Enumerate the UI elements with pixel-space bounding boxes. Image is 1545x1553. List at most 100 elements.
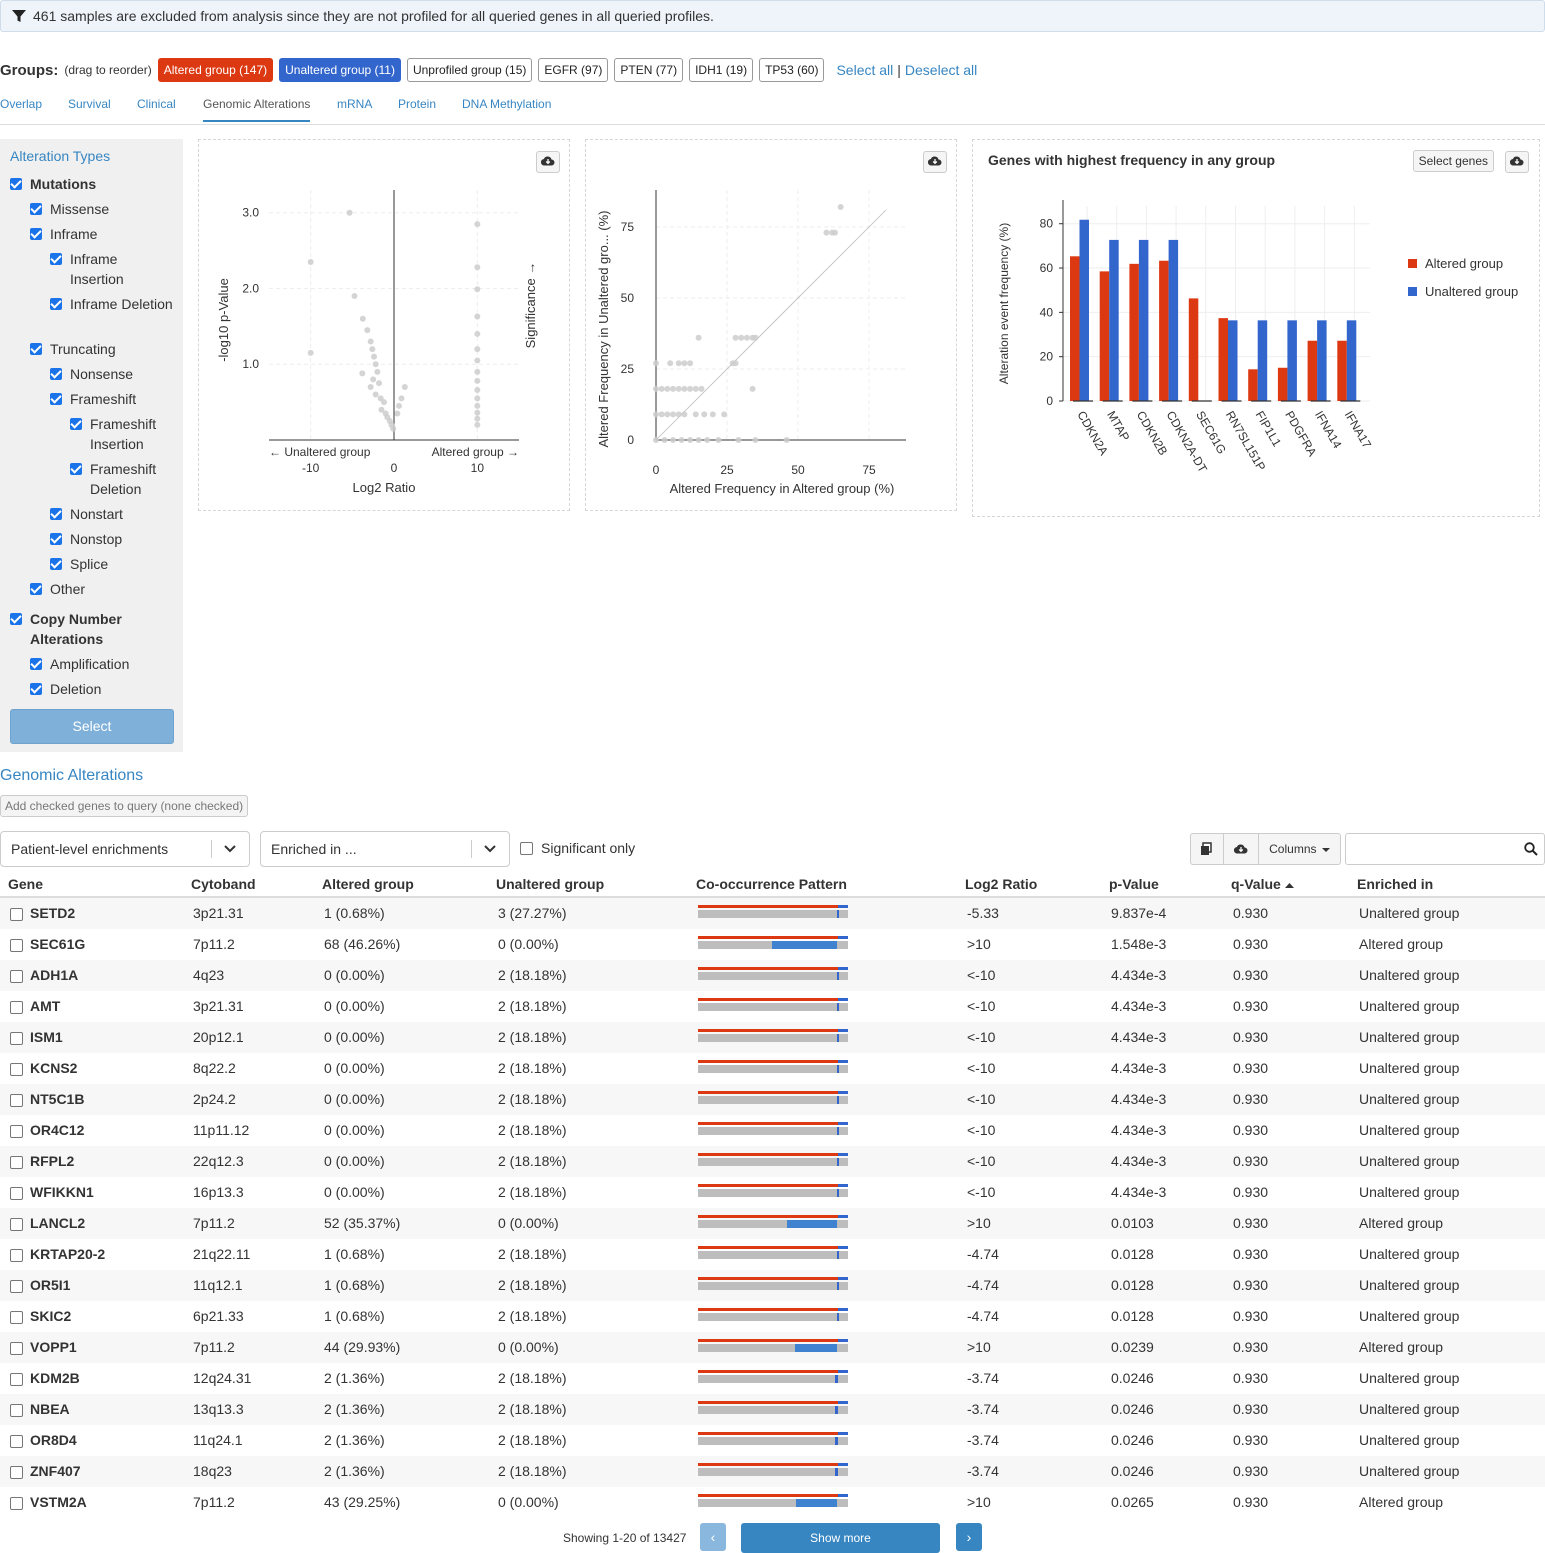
- row-checkbox[interactable]: [10, 1001, 23, 1014]
- gene-cell[interactable]: WFIKKN1: [30, 1184, 94, 1200]
- significant-only-checkbox[interactable]: Significant only: [520, 840, 635, 856]
- alteration-type-item[interactable]: Frameshift Insertion: [70, 414, 175, 454]
- gene-cell[interactable]: LANCL2: [30, 1215, 86, 1231]
- alteration-type-item[interactable]: Deletion: [30, 679, 175, 699]
- enriched-in-dropdown[interactable]: Enriched in ...: [260, 831, 510, 867]
- row-checkbox[interactable]: [10, 1249, 23, 1262]
- row-checkbox[interactable]: [10, 1032, 23, 1045]
- gene-cell[interactable]: SKIC2: [30, 1308, 72, 1324]
- col-q-value[interactable]: q-Value: [1231, 876, 1294, 892]
- row-checkbox[interactable]: [10, 970, 23, 983]
- table-row[interactable]: KRTAP20-2 21q22.11 1 (0.68%) 2 (18.18%) -4.7…: [0, 1239, 1545, 1270]
- row-checkbox[interactable]: [10, 1342, 23, 1355]
- table-row[interactable]: RFPL2 22q12.3 0 (0.00%) 2 (18.18%) <-10 4.434…: [0, 1146, 1545, 1177]
- alteration-type-item[interactable]: Truncating: [30, 339, 175, 359]
- row-checkbox[interactable]: [10, 1311, 23, 1324]
- row-checkbox[interactable]: [10, 1497, 23, 1510]
- gene-cell[interactable]: NBEA: [30, 1401, 70, 1417]
- table-row[interactable]: OR4C12 11p11.12 0 (0.00%) 2 (18.18%) <-10 4.4…: [0, 1115, 1545, 1146]
- alteration-type-item[interactable]: Nonstart: [50, 504, 175, 524]
- group-button[interactable]: Unaltered group (11): [279, 58, 401, 82]
- checkbox[interactable]: [10, 178, 22, 190]
- gene-cell[interactable]: RFPL2: [30, 1153, 75, 1169]
- gene-cell[interactable]: KDM2B: [30, 1370, 80, 1386]
- row-checkbox[interactable]: [10, 1094, 23, 1107]
- checkbox[interactable]: [520, 841, 533, 855]
- gene-cell[interactable]: KCNS2: [30, 1060, 78, 1076]
- table-search-input[interactable]: [1345, 833, 1545, 865]
- row-checkbox[interactable]: [10, 1187, 23, 1200]
- table-row[interactable]: KDM2B 12q24.31 2 (1.36%) 2 (18.18%) -3.74 0.0…: [0, 1363, 1545, 1394]
- alteration-type-item[interactable]: Frameshift: [50, 389, 175, 409]
- alteration-type-item[interactable]: Inframe Deletion: [50, 294, 175, 314]
- checkbox[interactable]: [70, 463, 82, 475]
- alteration-type-item[interactable]: Inframe Insertion: [50, 249, 175, 289]
- select-button[interactable]: Select: [10, 709, 174, 744]
- tab-dna-methylation[interactable]: DNA Methylation: [462, 97, 552, 111]
- table-row[interactable]: AMT 3p21.31 0 (0.00%) 2 (18.18%) <-10 4.434e-…: [0, 991, 1545, 1022]
- select-genes-button[interactable]: Select genes: [1412, 150, 1494, 172]
- gene-cell[interactable]: OR8D4: [30, 1432, 77, 1448]
- table-row[interactable]: SKIC2 6p21.33 1 (0.68%) 2 (18.18%) -4.74 0.01…: [0, 1301, 1545, 1332]
- col-gene[interactable]: Gene: [8, 876, 44, 892]
- checkbox[interactable]: [30, 658, 42, 670]
- alteration-type-item[interactable]: Nonsense: [50, 364, 175, 384]
- table-row[interactable]: SEC61G 7p11.2 68 (46.26%) 0 (0.00%) >10 1.548…: [0, 929, 1545, 960]
- alteration-type-item[interactable]: Frameshift Deletion: [70, 459, 175, 499]
- table-row[interactable]: VSTM2A 7p11.2 43 (29.25%) 0 (0.00%) >10 0.026…: [0, 1487, 1545, 1518]
- checkbox[interactable]: [30, 683, 42, 695]
- alteration-type-item[interactable]: Inframe: [30, 224, 175, 244]
- gene-cell[interactable]: VSTM2A: [30, 1494, 87, 1510]
- alteration-type-item[interactable]: Nonstop: [50, 529, 175, 549]
- tab-genomic-alterations[interactable]: Genomic Alterations: [203, 97, 311, 122]
- group-button[interactable]: TP53 (60): [759, 58, 825, 82]
- gene-cell[interactable]: ADH1A: [30, 967, 79, 983]
- row-checkbox[interactable]: [10, 1280, 23, 1293]
- checkbox[interactable]: [30, 583, 42, 595]
- checkbox[interactable]: [30, 343, 42, 355]
- row-checkbox[interactable]: [10, 1063, 23, 1076]
- row-checkbox[interactable]: [10, 908, 23, 921]
- table-row[interactable]: KCNS2 8q22.2 0 (0.00%) 2 (18.18%) <-10 4.434e…: [0, 1053, 1545, 1084]
- alteration-type-item[interactable]: Missense: [30, 199, 175, 219]
- gene-cell[interactable]: SETD2: [30, 905, 76, 921]
- next-page-button[interactable]: ›: [956, 1523, 982, 1551]
- enrichment-level-dropdown[interactable]: Patient-level enrichments: [0, 831, 250, 867]
- copy-button[interactable]: [1190, 833, 1224, 865]
- table-row[interactable]: ADH1A 4q23 0 (0.00%) 2 (18.18%) <-10 4.434e-3…: [0, 960, 1545, 991]
- table-row[interactable]: LANCL2 7p11.2 52 (35.37%) 0 (0.00%) >10 0.010…: [0, 1208, 1545, 1239]
- row-checkbox[interactable]: [10, 1156, 23, 1169]
- group-button[interactable]: Unprofiled group (15): [406, 58, 533, 82]
- gene-cell[interactable]: KRTAP20-2: [30, 1246, 106, 1262]
- col-log2-ratio[interactable]: Log2 Ratio: [965, 876, 1038, 892]
- row-checkbox[interactable]: [10, 1218, 23, 1231]
- gene-cell[interactable]: NT5C1B: [30, 1091, 85, 1107]
- tab-clinical[interactable]: Clinical: [137, 97, 176, 111]
- checkbox[interactable]: [50, 393, 62, 405]
- download-button[interactable]: [536, 151, 560, 173]
- row-checkbox[interactable]: [10, 1466, 23, 1479]
- table-row[interactable]: VOPP1 7p11.2 44 (29.93%) 0 (0.00%) >10 0.0239…: [0, 1332, 1545, 1363]
- checkbox[interactable]: [50, 368, 62, 380]
- checkbox[interactable]: [50, 533, 62, 545]
- download-table-button[interactable]: [1223, 833, 1259, 865]
- row-checkbox[interactable]: [10, 939, 23, 952]
- table-row[interactable]: OR8D4 11q24.1 2 (1.36%) 2 (18.18%) -3.74 0.02…: [0, 1425, 1545, 1456]
- table-row[interactable]: NBEA 13q13.3 2 (1.36%) 2 (18.18%) -3.74 0.024…: [0, 1394, 1545, 1425]
- alteration-type-item[interactable]: Other: [30, 579, 175, 599]
- group-button[interactable]: EGFR (97): [538, 58, 609, 82]
- checkbox[interactable]: [50, 558, 62, 570]
- table-row[interactable]: OR5I1 11q12.1 1 (0.68%) 2 (18.18%) -4.74 0.01…: [0, 1270, 1545, 1301]
- select-all-link[interactable]: Select all: [836, 62, 894, 78]
- checkbox[interactable]: [50, 298, 62, 310]
- download-button[interactable]: [923, 151, 947, 173]
- group-button[interactable]: IDH1 (19): [689, 58, 754, 82]
- checkbox[interactable]: [50, 508, 62, 520]
- gene-cell[interactable]: ISM1: [30, 1029, 63, 1045]
- group-button[interactable]: Altered group (147): [157, 58, 274, 82]
- add-checked-genes-button[interactable]: Add checked genes to query (none checked…: [0, 795, 249, 817]
- table-row[interactable]: WFIKKN1 16p13.3 0 (0.00%) 2 (18.18%) <-10 4.4…: [0, 1177, 1545, 1208]
- col-cytoband[interactable]: Cytoband: [191, 876, 256, 892]
- col-enriched-in[interactable]: Enriched in: [1357, 876, 1434, 892]
- table-row[interactable]: NT5C1B 2p24.2 0 (0.00%) 2 (18.18%) <-10 4.434…: [0, 1084, 1545, 1115]
